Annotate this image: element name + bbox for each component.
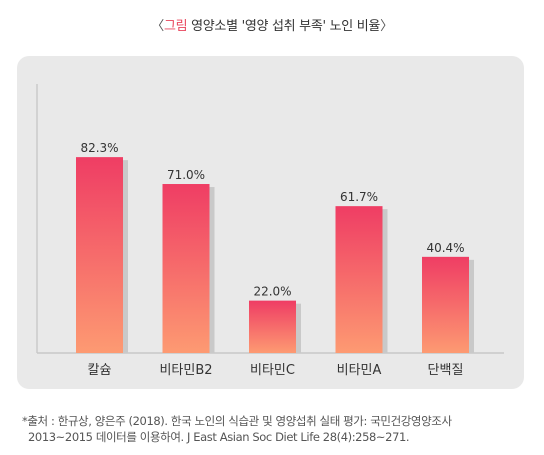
- bar-5: [422, 256, 469, 353]
- bar-1: [76, 157, 123, 353]
- category-label-1: 칼슘: [88, 363, 112, 378]
- category-label-3: 비타민C: [250, 363, 295, 378]
- data-label-3: 22.0%: [253, 285, 291, 299]
- data-label-4: 61.7%: [340, 190, 378, 204]
- chart-title: 〈그림 영양소별 '영양 섭취 부족' 노인 비율〉: [0, 15, 544, 34]
- source-line-2: 2013~2015 데이터를 이용하여. J East Asian Soc Di…: [28, 430, 410, 444]
- bar-2: [162, 184, 210, 353]
- bar-4: [335, 206, 383, 353]
- data-label-1: 82.3%: [80, 141, 118, 155]
- figure-label: 그림: [163, 19, 188, 34]
- data-label-5: 40.4%: [426, 241, 464, 255]
- data-label-2: 71.0%: [167, 168, 205, 182]
- bar-chart: 82.3% 칼슘 71.0% 비타민B2 22.0% 비타민C 61.7% 비타민A 40.4%…: [36, 84, 504, 378]
- source-line-1: *출처 : 한규상, 양은주 (2018). 한국 노인의 식습관 및 영양섭취…: [22, 414, 452, 428]
- title-close-bracket: 〉: [380, 19, 393, 34]
- category-label-4: 비타민A: [337, 363, 382, 378]
- category-label-5: 단백질: [428, 363, 464, 378]
- source-note: *출처 : 한규상, 양은주 (2018). 한국 노인의 식습관 및 영양섭취…: [22, 413, 534, 445]
- title-open-bracket: 〈: [151, 19, 164, 34]
- category-label-2: 비타민B2: [159, 363, 212, 378]
- chart-title-text: 영양소별 '영양 섭취 부족' 노인 비율: [191, 19, 381, 34]
- chart-panel: 82.3% 칼슘 71.0% 비타민B2 22.0% 비타민C 61.7% 비타민A 40.4%…: [17, 56, 524, 389]
- bar-3: [249, 300, 296, 353]
